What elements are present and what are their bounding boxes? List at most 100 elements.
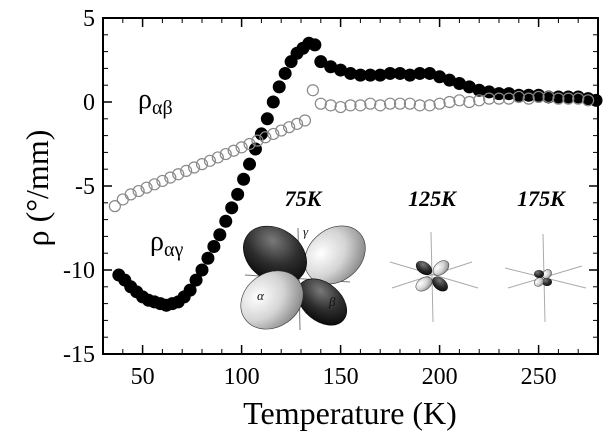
orbital-inset-75k: 75K γ α β [240,186,366,331]
y-axis-title: ρ (°/mm) [19,130,55,247]
point-rho-alpha-beta [374,99,387,112]
point-rho-alpha-beta [203,154,217,167]
point-rho-alpha-beta [116,193,129,206]
point-rho-alpha-beta [267,127,280,141]
point-rho-alpha-gamma [344,66,357,80]
point-rho-alpha-beta [140,181,153,194]
point-rho-alpha-beta [512,90,525,104]
point-rho-alpha-beta [324,99,337,112]
point-rho-alpha-beta [344,99,357,112]
point-rho-alpha-gamma [219,214,233,228]
point-rho-alpha-beta [132,184,145,198]
point-rho-alpha-gamma [472,83,486,97]
point-rho-alpha-beta [393,97,407,110]
point-rho-alpha-beta [290,117,304,130]
point-rho-alpha-beta [108,200,121,213]
point-rho-alpha-gamma [314,55,328,69]
x-tick-label: 150 [323,364,359,390]
axis-ticks [102,17,599,355]
inset-axis-alpha: α [257,288,265,303]
inset-axis-gamma: γ [303,224,309,239]
point-rho-alpha-gamma [201,251,215,265]
point-rho-alpha-beta [463,95,476,109]
inset-axis-beta: β [328,294,336,309]
point-rho-alpha-gamma [207,239,221,253]
point-rho-alpha-beta [219,147,232,161]
point-rho-alpha-beta [581,94,595,107]
series-label-alpha-gamma: ραγ [150,226,183,261]
point-rho-alpha-beta [283,121,296,134]
point-rho-alpha-beta [314,97,327,110]
point-rho-alpha-beta [251,134,264,147]
point-rho-alpha-beta [443,95,456,109]
inset-label-75k: 75K [285,186,323,211]
point-rho-alpha-gamma [334,63,348,77]
point-rho-alpha-beta [227,144,240,157]
point-rho-alpha-beta [473,94,486,107]
point-rho-alpha-gamma [308,38,322,52]
point-rho-alpha-gamma [363,68,377,82]
point-rho-alpha-gamma [462,80,476,94]
series-rho-alpha-gamma [112,36,603,312]
point-rho-alpha-beta [492,92,506,105]
point-rho-alpha-gamma [403,68,417,82]
point-rho-alpha-beta [423,99,436,112]
point-rho-alpha-beta [211,151,224,164]
point-rho-alpha-gamma [195,263,209,277]
series-rho-alpha-beta [108,84,595,213]
point-rho-alpha-beta [306,84,319,97]
orbital-inset-175k: 175K [504,186,587,323]
y-tick-label: -15 [63,342,95,368]
point-rho-alpha-gamma [373,68,387,82]
point-rho-alpha-beta [483,92,496,105]
point-rho-alpha-beta [259,131,272,144]
series-label-alpha-beta: ραβ [138,84,173,119]
point-rho-alpha-gamma [353,68,367,82]
point-rho-alpha-beta [384,97,397,110]
point-rho-alpha-beta [354,99,367,112]
point-rho-alpha-gamma [243,157,257,171]
point-rho-alpha-gamma [522,88,536,102]
point-rho-alpha-beta [433,97,446,110]
y-tick-label: 5 [83,6,95,32]
x-tick-label: 100 [224,364,260,390]
point-rho-alpha-gamma [413,66,427,80]
inset-label-175k: 175K [517,186,566,211]
y-tick-label: -10 [63,258,95,284]
point-rho-alpha-beta [502,92,515,105]
x-tick-label: 50 [131,364,155,390]
point-rho-alpha-beta [453,94,466,107]
point-rho-alpha-beta [148,178,161,191]
point-rho-alpha-beta [572,92,585,105]
point-rho-alpha-gamma [278,66,292,80]
point-rho-alpha-gamma [225,201,239,215]
point-rho-alpha-beta [542,90,555,104]
x-axis-title: Temperature (K) [243,395,457,431]
point-rho-alpha-beta [532,90,545,104]
point-rho-alpha-beta [243,137,256,151]
point-rho-alpha-beta [334,100,347,114]
point-rho-alpha-gamma [260,112,274,126]
point-rho-alpha-beta [124,188,137,201]
point-rho-alpha-gamma [383,66,397,80]
point-rho-alpha-gamma [452,77,466,91]
point-rho-alpha-gamma [423,66,437,80]
inset-label-125k: 125K [408,186,457,211]
point-rho-alpha-beta [298,114,312,127]
point-rho-alpha-beta [172,168,185,181]
point-rho-alpha-gamma [433,70,447,84]
point-rho-alpha-beta [522,92,535,105]
point-rho-alpha-beta [364,97,377,110]
point-rho-alpha-beta [562,92,575,105]
point-rho-alpha-gamma [189,273,203,287]
point-rho-alpha-beta [156,174,169,188]
y-tick-label: -5 [75,174,95,200]
x-tick-label: 250 [521,364,557,390]
point-rho-alpha-beta [187,161,201,174]
point-rho-alpha-gamma [482,85,496,99]
point-rho-alpha-gamma [266,95,280,109]
point-rho-alpha-gamma [213,228,227,242]
point-rho-alpha-gamma [542,90,555,104]
